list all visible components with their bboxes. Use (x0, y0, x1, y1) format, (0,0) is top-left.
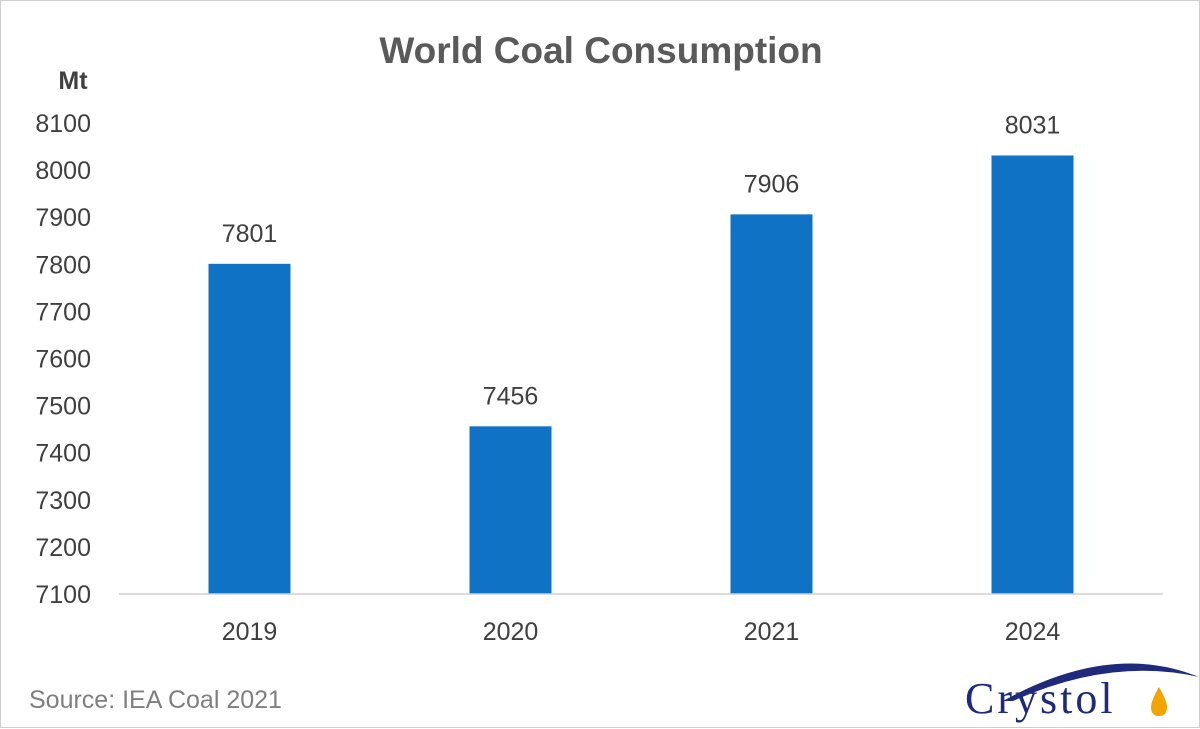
bar-2020 (469, 426, 552, 594)
data-label-2024: 8031 (1005, 111, 1061, 139)
y-tick-label: 7200 (35, 534, 91, 562)
y-tick-label: 7400 (35, 440, 91, 468)
crystol-logo: Crystol (965, 663, 1199, 723)
logo-drop-icon (1151, 687, 1167, 716)
bar-2021 (730, 214, 813, 594)
bar-2024 (991, 155, 1074, 594)
source-note: Source: IEA Coal 2021 (29, 686, 282, 714)
data-labels: 7801 7456 7906 8031 (222, 111, 1061, 410)
x-axis-ticks: 2019 2020 2021 2024 (222, 618, 1061, 646)
y-tick-label: 7600 (35, 346, 91, 374)
logo-swoosh (1003, 663, 1199, 701)
data-label-2019: 7801 (222, 220, 278, 248)
x-tick-label-2024: 2024 (1005, 618, 1061, 646)
bars (208, 155, 1074, 594)
y-tick-label: 7500 (35, 393, 91, 421)
y-axis-unit-label: Mt (58, 67, 88, 95)
y-tick-label: 7300 (35, 487, 91, 515)
bar-2019 (208, 263, 291, 594)
y-tick-label: 7900 (35, 204, 91, 232)
y-tick-label: 7100 (35, 581, 91, 609)
y-axis-ticks: 7100 7200 7300 7400 7500 7600 7700 7800 7900 8000… (35, 110, 91, 609)
y-tick-label: 8000 (35, 157, 91, 185)
y-tick-label: 8100 (35, 110, 91, 138)
y-tick-label: 7700 (35, 298, 91, 326)
data-label-2021: 7906 (744, 170, 800, 198)
x-tick-label-2021: 2021 (744, 618, 800, 646)
x-tick-label-2020: 2020 (483, 618, 539, 646)
y-tick-label: 7800 (35, 251, 91, 279)
x-tick-label-2019: 2019 (222, 618, 278, 646)
logo-text: Crystol (965, 674, 1116, 723)
chart-title: World Coal Consumption (379, 30, 822, 71)
data-label-2020: 7456 (483, 382, 539, 410)
